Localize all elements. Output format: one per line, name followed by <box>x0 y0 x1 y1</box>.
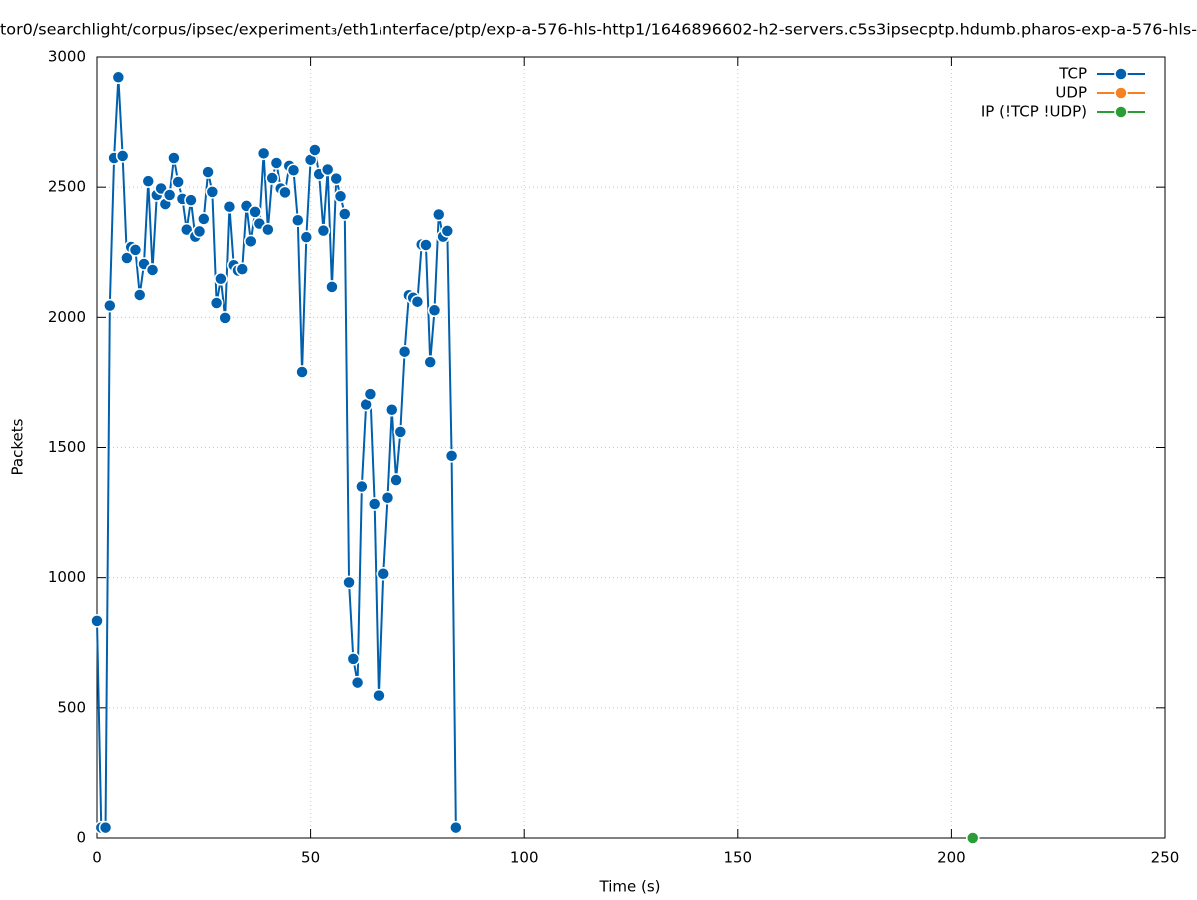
data-point <box>205 185 220 199</box>
data-point <box>380 490 395 505</box>
data-point <box>286 163 301 177</box>
y-tick-label: 500 <box>57 698 86 716</box>
data-point <box>295 365 309 379</box>
data-point <box>269 156 284 170</box>
plot-frame <box>96 56 1166 839</box>
data-point <box>111 70 126 85</box>
y-tick-label: 1000 <box>48 568 86 586</box>
data-point <box>244 234 258 249</box>
data-point <box>209 296 224 310</box>
data-point <box>218 311 232 325</box>
legend-marker <box>1114 86 1128 100</box>
data-point <box>372 688 386 703</box>
data-point <box>278 185 292 200</box>
data-point <box>410 294 425 309</box>
data-point <box>162 188 177 202</box>
x-tick-label: 250 <box>1151 849 1180 867</box>
x-tick-label: 200 <box>937 849 966 867</box>
data-point <box>355 479 369 494</box>
chart-title: tor0/searchlight/corpus/ipsec/experiment… <box>0 21 1197 39</box>
legend-marker <box>1114 105 1128 119</box>
data-point <box>90 614 104 628</box>
legend-label: TCP <box>1058 65 1087 83</box>
data-point <box>367 497 382 511</box>
data-point <box>338 207 352 221</box>
legend-label: UDP <box>1055 84 1087 102</box>
data-point <box>316 223 331 238</box>
data-point <box>342 575 356 590</box>
data-point <box>333 189 348 204</box>
legend-label: IP (!TCP !UDP) <box>981 103 1087 121</box>
data-point <box>376 567 390 581</box>
data-point <box>385 403 399 417</box>
data-point <box>363 387 378 401</box>
x-tick-label: 50 <box>301 849 320 867</box>
data-point <box>346 652 361 666</box>
data-point <box>115 149 130 163</box>
legend-marker <box>1114 67 1128 81</box>
y-tick-label: 2500 <box>48 178 86 196</box>
data-point <box>325 280 339 294</box>
data-point <box>389 473 403 487</box>
data-point <box>299 230 314 244</box>
y-tick-label: 1500 <box>48 438 86 456</box>
data-point <box>179 222 194 237</box>
data-point <box>192 224 207 239</box>
data-point <box>427 303 442 318</box>
data-point <box>423 355 437 369</box>
data-point <box>141 174 156 188</box>
y-tick-label: 0 <box>76 829 86 847</box>
data-point <box>222 199 237 214</box>
data-point <box>256 146 271 161</box>
y-tick-label: 3000 <box>48 48 86 66</box>
x-tick-label: 150 <box>723 849 752 867</box>
data-point <box>444 449 459 463</box>
data-point <box>167 151 181 165</box>
data-point <box>265 171 279 185</box>
data-point <box>145 263 160 277</box>
data-point <box>291 213 305 227</box>
x-tick-label: 0 <box>92 849 102 867</box>
x-axis-label: Time (s) <box>599 878 661 896</box>
data-point <box>419 238 433 252</box>
data-point <box>214 272 228 286</box>
x-tick-label: 100 <box>510 849 539 867</box>
data-point <box>197 212 211 226</box>
data-point <box>184 193 198 207</box>
data-point <box>329 171 343 186</box>
data-point <box>235 262 249 276</box>
data-point <box>320 162 335 177</box>
data-point <box>397 344 412 359</box>
data-point <box>261 222 275 237</box>
data-point <box>98 820 113 835</box>
data-point <box>449 820 463 835</box>
data-point <box>128 243 143 257</box>
data-point <box>393 425 408 439</box>
y-tick-label: 2000 <box>48 308 86 326</box>
data-point <box>440 224 455 238</box>
data-point <box>171 175 185 189</box>
data-point <box>201 165 215 179</box>
data-point <box>132 288 147 302</box>
data-point <box>350 675 365 690</box>
data-point <box>308 143 322 157</box>
y-axis-label: Packets <box>9 418 27 475</box>
data-point <box>248 205 262 219</box>
data-point <box>103 298 117 313</box>
data-point <box>432 207 446 222</box>
data-point <box>966 831 980 845</box>
